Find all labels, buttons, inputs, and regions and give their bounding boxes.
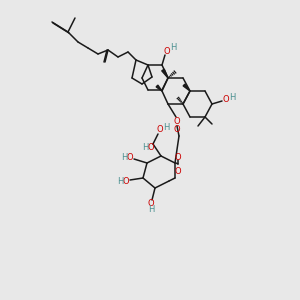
- Polygon shape: [162, 69, 168, 78]
- Text: O: O: [157, 125, 163, 134]
- Text: O: O: [127, 154, 133, 163]
- Text: O: O: [223, 94, 229, 103]
- Text: H: H: [142, 143, 148, 152]
- Text: H: H: [229, 92, 235, 101]
- Text: H: H: [163, 122, 169, 131]
- Text: O: O: [174, 118, 180, 127]
- Text: H: H: [148, 205, 154, 214]
- Text: O: O: [164, 46, 170, 56]
- Text: O: O: [175, 152, 181, 161]
- Text: O: O: [174, 124, 180, 134]
- Text: O: O: [175, 167, 181, 176]
- Text: H: H: [121, 152, 127, 161]
- Text: O: O: [148, 199, 154, 208]
- Polygon shape: [183, 84, 190, 91]
- Polygon shape: [156, 85, 162, 91]
- Text: H: H: [117, 178, 123, 187]
- Text: O: O: [123, 176, 129, 185]
- Text: H: H: [170, 44, 176, 52]
- Text: O: O: [148, 143, 154, 152]
